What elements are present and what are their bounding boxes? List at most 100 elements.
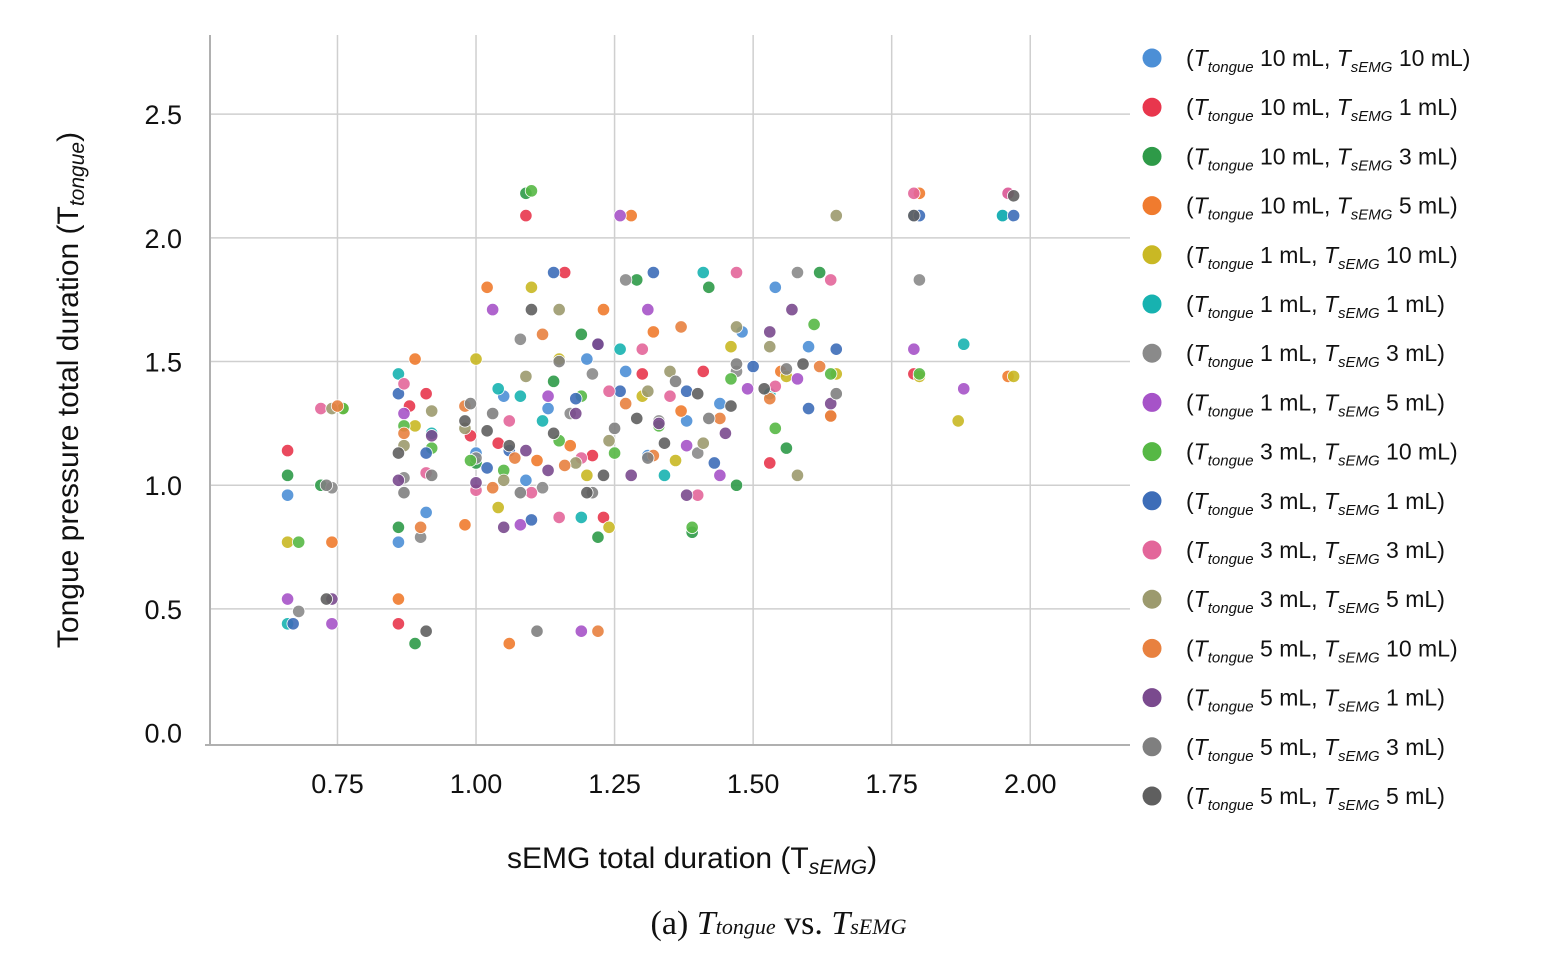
legend-marker [1141, 47, 1163, 69]
data-point [763, 325, 777, 339]
data-point [563, 439, 577, 453]
legend-label: (Ttongue 5 mL, TsEMG 5 mL) [1186, 783, 1445, 814]
data-point [596, 302, 611, 317]
data-point [502, 414, 516, 428]
data-point [569, 456, 583, 470]
data-point [591, 337, 605, 351]
data-point [325, 617, 339, 631]
data-point [813, 359, 827, 374]
data-point [580, 486, 594, 500]
data-point [591, 624, 605, 638]
legend-item: (Ttongue 5 mL, TsEMG 10 mL) [1141, 635, 1458, 666]
data-point [1007, 208, 1021, 223]
x-tick-label: 1.00 [450, 769, 503, 799]
caption-label: (a) [650, 905, 689, 942]
data-point [691, 446, 705, 460]
data-point [419, 387, 433, 401]
data-point [724, 372, 738, 386]
data-point [763, 392, 777, 406]
data-point [646, 265, 660, 280]
data-point [408, 352, 422, 366]
data-point [280, 592, 295, 606]
legend-item: (Ttongue 10 mL, TsEMG 5 mL) [1141, 193, 1458, 224]
legend-label: (Ttongue 10 mL, TsEMG 5 mL) [1186, 193, 1458, 224]
data-point [696, 364, 710, 379]
data-point [425, 404, 439, 418]
data-point [319, 478, 333, 492]
data-point [674, 404, 688, 418]
data-point [813, 265, 827, 280]
data-point [602, 520, 616, 534]
legend-item: (Ttongue 1 mL, TsEMG 10 mL) [1141, 242, 1458, 273]
data-point [419, 446, 433, 460]
data-point [613, 342, 627, 356]
data-point [569, 406, 583, 421]
data-point [596, 468, 611, 482]
data-point [513, 518, 527, 532]
data-point [552, 302, 566, 317]
data-point [635, 342, 649, 356]
figure-caption: (a) Ttongue vs. TsEMG [0, 905, 1557, 943]
data-point [663, 389, 677, 403]
data-point [391, 367, 406, 381]
data-point [624, 208, 638, 223]
legend-marker [1141, 391, 1163, 413]
legend-marker [1141, 293, 1163, 315]
data-point [635, 367, 649, 381]
data-point [519, 208, 533, 223]
legend-marker [1141, 539, 1163, 561]
data-point [558, 265, 572, 280]
data-point [414, 520, 428, 534]
data-point [1007, 189, 1021, 203]
legend-marker [1141, 588, 1163, 610]
caption-var1-sub: tongue [715, 914, 776, 939]
data-point [552, 354, 566, 369]
data-point [574, 510, 588, 525]
data-point [391, 535, 406, 549]
data-point [463, 453, 478, 468]
x-tick-label: 1.50 [727, 769, 780, 799]
data-point [585, 448, 600, 463]
data-point [419, 624, 433, 638]
caption-var2-sub: sEMG [850, 914, 907, 939]
legend-item: (Ttongue 10 mL, TsEMG 1 mL) [1141, 94, 1458, 125]
data-point [519, 444, 533, 458]
y-tick-label: 1.0 [144, 471, 182, 501]
data-point [624, 468, 638, 482]
data-point [907, 186, 921, 200]
data-point [491, 436, 505, 450]
data-point [824, 397, 838, 411]
legend-label: (Ttongue 3 mL, TsEMG 5 mL) [1186, 586, 1445, 617]
data-point [458, 518, 472, 532]
data-point [630, 411, 644, 426]
y-tick-label: 2.5 [144, 100, 182, 130]
data-point [391, 446, 406, 460]
data-point [680, 488, 694, 502]
legend-marker [1141, 785, 1163, 807]
data-point [729, 478, 744, 492]
data-point [824, 273, 838, 287]
data-point [480, 461, 494, 475]
data-point [535, 327, 550, 341]
data-point [907, 342, 921, 356]
legend-label: (Ttongue 1 mL, TsEMG 5 mL) [1186, 389, 1445, 420]
legend-label: (Ttongue 1 mL, TsEMG 10 mL) [1186, 242, 1458, 273]
legend-marker [1141, 342, 1163, 364]
legend-item: (Ttongue 3 mL, TsEMG 1 mL) [1141, 488, 1445, 519]
data-point [696, 265, 710, 280]
data-point [391, 473, 406, 487]
data-point [419, 505, 433, 520]
data-point [702, 280, 716, 294]
data-point [957, 337, 971, 351]
data-point [391, 617, 406, 631]
legend-item: (Ttongue 3 mL, TsEMG 3 mL) [1141, 537, 1445, 568]
data-point [663, 364, 677, 379]
data-point [524, 513, 539, 527]
data-point [530, 453, 544, 468]
data-point [768, 280, 782, 294]
data-point [391, 592, 406, 606]
legend: (Ttongue 10 mL, TsEMG 10 mL) (Ttongue 10 … [1141, 45, 1470, 814]
data-point [668, 374, 683, 388]
data-point [619, 397, 633, 411]
data-point [591, 530, 605, 544]
